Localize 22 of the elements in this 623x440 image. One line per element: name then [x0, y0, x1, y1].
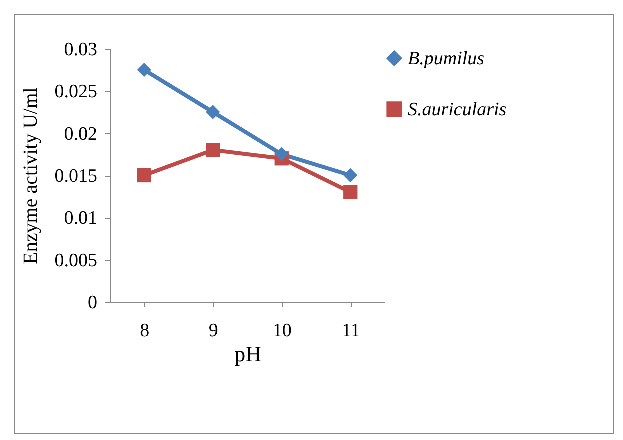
- x-tick-label: 8: [140, 320, 150, 342]
- point: [344, 185, 358, 200]
- y-tick-label: 0.025: [54, 82, 98, 103]
- x-tick-label: 11: [342, 320, 360, 342]
- point: [274, 147, 289, 162]
- y-axis-title: Enzyme activity U/ml: [20, 87, 42, 264]
- x-tick-label: 9: [208, 320, 218, 342]
- x-axis-title: pH: [234, 342, 262, 366]
- point: [137, 63, 152, 78]
- point: [137, 168, 152, 183]
- point: [344, 168, 358, 183]
- y-tick-label: 0: [88, 292, 98, 314]
- legend-label: B.pumilus: [408, 48, 485, 70]
- y-tick-label: 0.02: [64, 124, 98, 145]
- x-tick-label: 10: [272, 320, 292, 342]
- point: [206, 105, 220, 120]
- y-tick-label: 0.03: [64, 40, 98, 60]
- y-tick-label: 0.015: [54, 166, 98, 187]
- y-tick-label: 0.005: [54, 250, 98, 272]
- y-tick-label: 0.01: [64, 208, 98, 230]
- legend-label: S.auricularis: [408, 100, 507, 120]
- point: [206, 143, 220, 158]
